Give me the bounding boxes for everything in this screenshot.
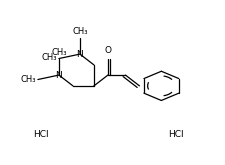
Text: O: O — [104, 46, 111, 55]
Text: CH₃: CH₃ — [41, 53, 57, 62]
Text: HCl: HCl — [33, 130, 49, 139]
Text: CH₃: CH₃ — [51, 48, 66, 57]
Text: N: N — [76, 50, 83, 59]
Text: CH₃: CH₃ — [72, 27, 87, 36]
Text: CH₃: CH₃ — [20, 75, 36, 84]
Text: N: N — [55, 71, 62, 80]
Text: HCl: HCl — [168, 130, 183, 139]
